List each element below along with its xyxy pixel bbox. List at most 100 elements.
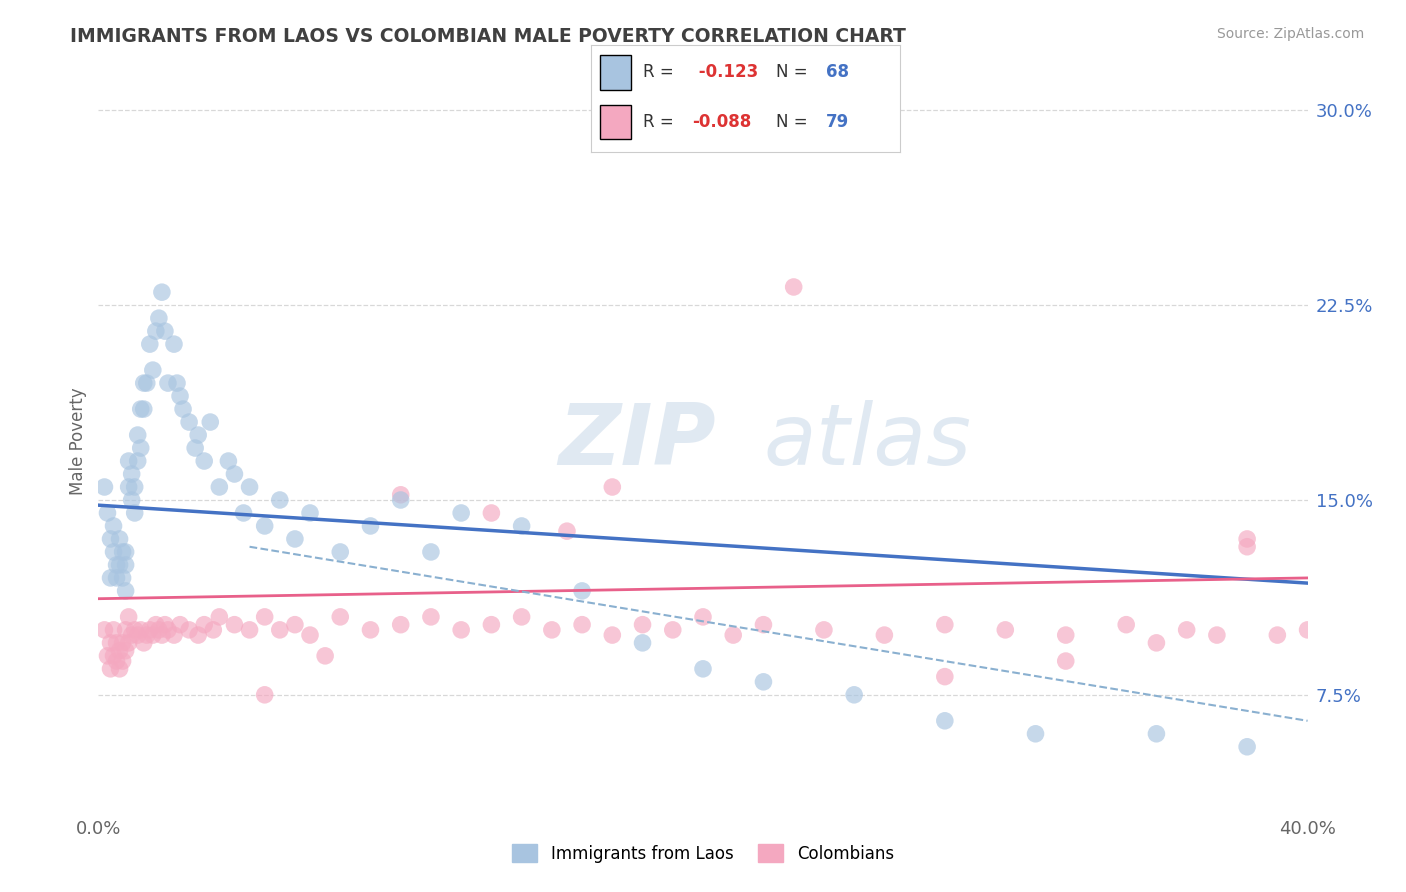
- Point: [602, 480, 624, 494]
- Point: [105, 654, 128, 668]
- Point: [111, 654, 134, 668]
- Point: [118, 636, 141, 650]
- Point: [481, 506, 503, 520]
- Point: [103, 519, 125, 533]
- Point: [934, 617, 956, 632]
- Point: [118, 480, 141, 494]
- Point: [269, 493, 291, 508]
- Point: [571, 583, 593, 598]
- Point: [108, 532, 131, 546]
- Point: [239, 480, 262, 494]
- Point: [1267, 628, 1289, 642]
- Point: [208, 610, 231, 624]
- Point: [555, 524, 578, 538]
- Point: [314, 648, 336, 663]
- Point: [114, 623, 136, 637]
- Point: [129, 623, 152, 637]
- Point: [752, 617, 775, 632]
- Point: [239, 623, 262, 637]
- Point: [1236, 532, 1258, 546]
- Point: [187, 428, 209, 442]
- Point: [121, 628, 143, 642]
- Text: R =: R =: [643, 112, 673, 130]
- Point: [208, 480, 231, 494]
- Point: [202, 623, 225, 637]
- Point: [253, 610, 276, 624]
- Point: [121, 467, 143, 481]
- Point: [93, 623, 115, 637]
- Point: [450, 623, 472, 637]
- Point: [540, 623, 562, 637]
- Point: [420, 545, 443, 559]
- Point: [129, 441, 152, 455]
- Point: [124, 623, 146, 637]
- Point: [118, 454, 141, 468]
- FancyBboxPatch shape: [600, 55, 631, 89]
- Point: [873, 628, 896, 642]
- Point: [105, 558, 128, 572]
- Point: [184, 441, 207, 455]
- Point: [145, 324, 167, 338]
- Point: [127, 454, 149, 468]
- Point: [1054, 628, 1077, 642]
- Point: [124, 480, 146, 494]
- Point: [1144, 636, 1167, 650]
- Point: [132, 636, 155, 650]
- Point: [153, 324, 176, 338]
- Point: [139, 337, 162, 351]
- Point: [127, 628, 149, 642]
- Point: [329, 610, 352, 624]
- Point: [389, 488, 412, 502]
- Point: [723, 628, 745, 642]
- Point: [145, 617, 167, 632]
- Point: [105, 571, 128, 585]
- Point: [135, 376, 157, 390]
- Point: [156, 623, 179, 637]
- Point: [994, 623, 1017, 637]
- Point: [121, 493, 143, 508]
- Point: [692, 610, 714, 624]
- Point: [142, 363, 165, 377]
- Point: [114, 545, 136, 559]
- Text: N =: N =: [776, 112, 807, 130]
- Point: [224, 467, 246, 481]
- Point: [360, 623, 382, 637]
- Point: [114, 583, 136, 598]
- Point: [269, 623, 291, 637]
- Text: 79: 79: [825, 112, 849, 130]
- Point: [148, 623, 170, 637]
- Point: [166, 376, 188, 390]
- Text: atlas: atlas: [763, 400, 972, 483]
- Point: [156, 376, 179, 390]
- Point: [100, 662, 122, 676]
- Point: [420, 610, 443, 624]
- Point: [118, 610, 141, 624]
- Point: [100, 636, 122, 650]
- Point: [1144, 727, 1167, 741]
- Point: [200, 415, 222, 429]
- Point: [360, 519, 382, 533]
- Point: [1236, 739, 1258, 754]
- Point: [105, 636, 128, 650]
- Point: [631, 617, 654, 632]
- Point: [114, 558, 136, 572]
- Point: [96, 506, 118, 520]
- Point: [299, 506, 322, 520]
- Point: [450, 506, 472, 520]
- Point: [752, 674, 775, 689]
- Point: [93, 480, 115, 494]
- Point: [510, 519, 533, 533]
- Point: [103, 648, 125, 663]
- Point: [169, 617, 191, 632]
- Point: [389, 493, 412, 508]
- Point: [844, 688, 866, 702]
- Point: [661, 623, 683, 637]
- Point: [163, 628, 186, 642]
- Point: [1175, 623, 1198, 637]
- Point: [179, 623, 201, 637]
- Point: [179, 415, 201, 429]
- Point: [108, 643, 131, 657]
- Text: 68: 68: [825, 63, 849, 81]
- Point: [1296, 623, 1319, 637]
- Point: [150, 285, 173, 300]
